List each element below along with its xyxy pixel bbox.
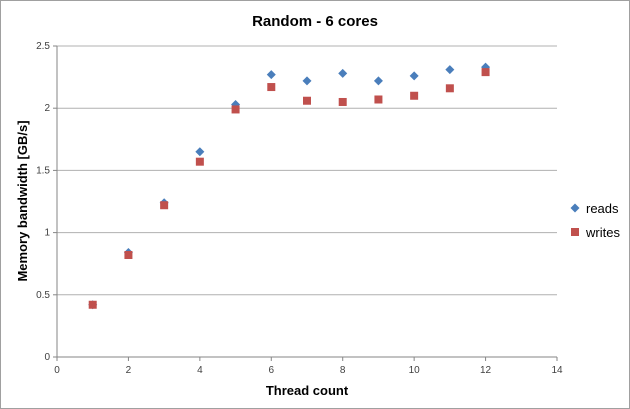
x-tick-label: 12 <box>480 365 492 376</box>
y-tick-label: 2 <box>44 103 50 114</box>
y-tick-label: 1 <box>44 228 50 239</box>
writes-point <box>445 84 454 93</box>
writes-point <box>160 201 169 210</box>
reads-point <box>195 147 205 157</box>
writes-point <box>195 157 204 166</box>
writes-point <box>124 250 133 259</box>
reads-point <box>409 71 419 81</box>
y-tick-label: 0.5 <box>36 290 50 301</box>
legend-label-reads: reads <box>586 201 619 216</box>
writes-point <box>88 300 97 309</box>
x-tick-label: 6 <box>269 365 275 376</box>
x-tick-label: 2 <box>126 365 132 376</box>
writes-point <box>481 68 490 77</box>
reads-point <box>373 76 383 86</box>
x-axis-label: Thread count <box>266 383 349 398</box>
x-tick-label: 14 <box>551 365 563 376</box>
legend-marker-reads <box>570 203 580 213</box>
y-tick-label: 1.5 <box>36 165 50 176</box>
y-axis-label: Memory bandwidth [GB/s] <box>15 120 30 281</box>
x-tick-label: 4 <box>197 365 203 376</box>
reads-point <box>266 70 276 80</box>
x-tick-label: 0 <box>54 365 60 376</box>
writes-point <box>410 91 419 100</box>
x-tick-label: 8 <box>340 365 346 376</box>
reads-point <box>338 68 348 78</box>
chart-title: Random - 6 cores <box>252 13 378 30</box>
writes-point <box>267 83 276 92</box>
x-tick-label: 10 <box>409 365 421 376</box>
legend-label-writes: writes <box>585 225 620 240</box>
legend-marker-writes <box>571 228 579 236</box>
reads-point <box>302 76 312 86</box>
reads-point <box>445 65 455 75</box>
y-tick-label: 0 <box>44 352 50 363</box>
writes-point <box>338 97 347 106</box>
writes-point <box>231 105 240 114</box>
y-tick-label: 2.5 <box>36 41 50 52</box>
writes-point <box>374 95 383 104</box>
writes-point <box>303 96 311 105</box>
